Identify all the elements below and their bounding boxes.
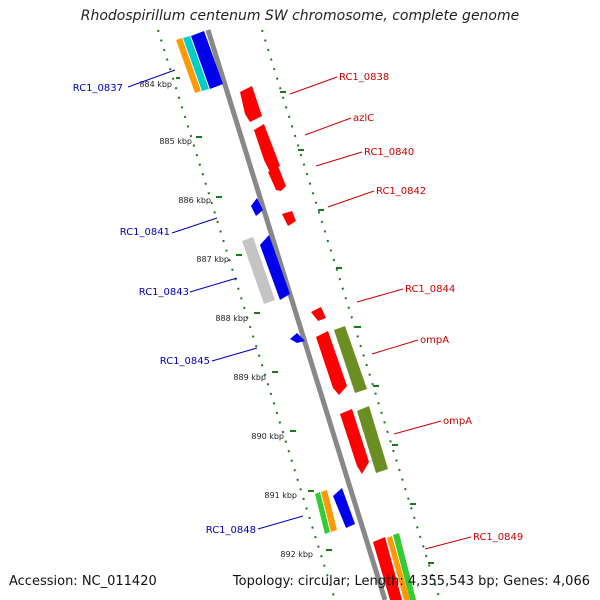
gene-feature-orange[interactable] (321, 490, 337, 532)
tick-label: 892 kbp (280, 550, 313, 559)
gene-feature-red[interactable] (240, 86, 262, 122)
gene-features (176, 31, 416, 600)
gene-label[interactable]: RC1_0844 (405, 284, 455, 295)
left-leader-lines (127, 69, 304, 530)
gene-feature-blue[interactable] (251, 198, 263, 216)
gene-label[interactable]: RC1_0837 (73, 83, 123, 94)
gene-label[interactable]: RC1_0849 (473, 532, 523, 543)
gene-feature-red[interactable] (254, 124, 280, 172)
gene-feature-red[interactable] (268, 166, 286, 191)
gene-feature-red[interactable] (311, 307, 326, 321)
gene-label[interactable]: RC1_0838 (339, 72, 389, 83)
tick-labels: 884 kbp 885 kbp 886 kbp 887 kbp 888 kbp … (139, 80, 313, 559)
leader-line (356, 288, 404, 303)
tick-label: 884 kbp (139, 80, 172, 89)
leader-line (289, 76, 338, 95)
gene-feature-blue[interactable] (260, 235, 290, 300)
leader-line (211, 347, 258, 362)
gene-label[interactable]: RC1_0848 (206, 525, 256, 536)
gene-feature-red[interactable] (373, 537, 402, 600)
gene-feature-olive[interactable] (357, 406, 388, 473)
tick-marks (176, 77, 434, 564)
leader-line (127, 69, 176, 88)
tick-label: 888 kbp (215, 314, 248, 323)
leader-line (424, 536, 472, 550)
gene-label[interactable]: RC1_0842 (376, 186, 426, 197)
accession-text: Accession: NC_011420 (9, 574, 157, 589)
gene-feature-blue[interactable] (191, 31, 223, 89)
genome-summary-text: Topology: circular; Length: 4,355,543 bp… (232, 574, 590, 589)
tick-label: 886 kbp (178, 196, 211, 205)
gene-label[interactable]: RC1_0845 (160, 356, 210, 367)
right-leader-lines (289, 76, 472, 550)
gene-label[interactable]: RC1_0840 (364, 147, 414, 158)
gene-label[interactable]: azlC (353, 113, 374, 124)
tick-label: 890 kbp (251, 432, 284, 441)
left-gene-labels: RC1_0837 RC1_0841 RC1_0843 RC1_0845 RC1_… (73, 83, 256, 536)
gene-feature-green[interactable] (315, 492, 330, 534)
genome-title: Rhodospirillum centenum SW chromosome, c… (80, 8, 520, 24)
leader-line (304, 117, 352, 136)
gene-feature-red[interactable] (316, 331, 347, 395)
gene-feature-olive[interactable] (334, 326, 367, 393)
gene-label[interactable]: ompA (420, 335, 449, 346)
leader-line (371, 339, 419, 355)
tick-label: 891 kbp (264, 491, 297, 500)
right-gene-labels: RC1_0838 azlC RC1_0840 RC1_0842 RC1_0844… (339, 72, 523, 543)
leader-line (327, 190, 375, 208)
tick-label: 889 kbp (233, 373, 266, 382)
leader-line (171, 217, 218, 234)
gene-feature-green[interactable] (393, 533, 416, 600)
gene-feature-orange[interactable] (176, 38, 201, 93)
leader-line (393, 420, 442, 435)
tick-label: 885 kbp (159, 137, 192, 146)
leader-line (189, 277, 238, 293)
gene-feature-orange[interactable] (387, 536, 410, 600)
gene-feature-blue[interactable] (290, 333, 305, 343)
gene-feature-red[interactable] (282, 211, 296, 226)
tick-label: 887 kbp (196, 255, 229, 264)
leader-line (315, 151, 363, 167)
gene-feature-gray[interactable] (242, 237, 275, 304)
leader-line (257, 515, 304, 530)
gene-feature-cyan[interactable] (183, 36, 209, 91)
gene-label[interactable]: RC1_0843 (139, 287, 189, 298)
gene-feature-red[interactable] (340, 409, 369, 474)
gene-label[interactable]: RC1_0841 (120, 227, 170, 238)
gene-label[interactable]: ompA (443, 416, 472, 427)
gene-feature-blue[interactable] (333, 488, 355, 528)
chromosome-backbone (205, 29, 388, 600)
